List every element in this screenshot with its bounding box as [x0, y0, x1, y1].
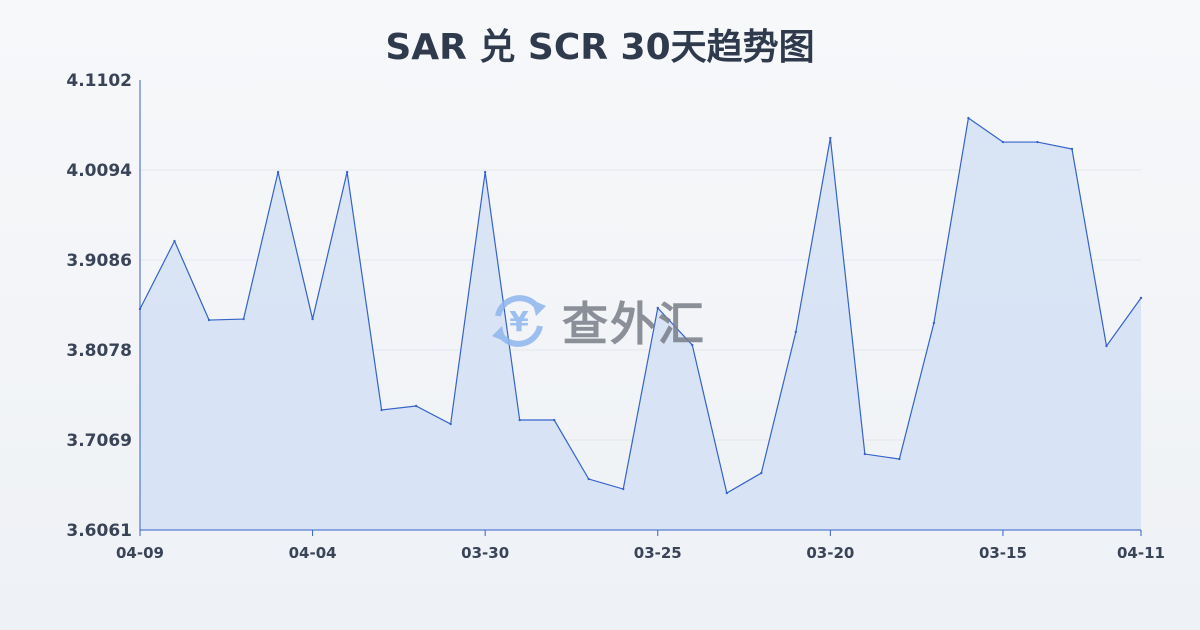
data-point — [967, 116, 970, 120]
data-point — [449, 422, 452, 426]
data-point — [380, 408, 383, 412]
data-point — [760, 471, 763, 475]
y-tick-label: 3.6061 — [66, 521, 132, 541]
chart-title: SAR 兑 SCR 30天趋势图 — [385, 27, 815, 68]
x-tick-label: 03-25 — [634, 544, 682, 562]
x-tick-label: 03-20 — [806, 544, 854, 562]
data-point — [1105, 344, 1108, 348]
data-point — [414, 404, 418, 408]
data-point — [691, 343, 694, 347]
data-point — [173, 239, 176, 243]
data-point — [1139, 296, 1143, 300]
yen-exchange-icon: ¥ — [492, 295, 546, 347]
y-tick-label: 3.7069 — [66, 431, 132, 451]
data-point — [932, 321, 936, 325]
y-tick-label: 3.8078 — [66, 341, 132, 361]
watermark: ¥ 查外汇 — [488, 288, 706, 354]
data-point — [1001, 140, 1005, 144]
watermark-text: 查外汇 — [562, 297, 706, 351]
data-point — [483, 170, 487, 174]
data-point — [1036, 140, 1039, 144]
data-point — [276, 170, 280, 174]
data-point — [518, 418, 521, 422]
data-point — [829, 136, 832, 140]
data-point — [863, 452, 867, 456]
x-tick-label: 04-11 — [1117, 544, 1165, 562]
y-tick-label: 4.1102 — [66, 71, 132, 91]
series-line — [139, 116, 1142, 494]
data-point — [553, 418, 556, 422]
data-point — [898, 457, 901, 461]
data-point — [242, 317, 245, 321]
data-point — [311, 317, 314, 321]
data-point — [345, 170, 349, 174]
x-tick-label: 03-15 — [979, 544, 1027, 562]
data-point — [622, 487, 625, 491]
x-tick-label: 03-30 — [461, 544, 509, 562]
y-tick-label: 3.9086 — [66, 251, 132, 271]
data-point — [1070, 147, 1074, 151]
x-tick-label: 04-04 — [289, 544, 337, 562]
data-point — [794, 330, 798, 334]
data-point — [656, 306, 659, 310]
data-point — [587, 477, 590, 481]
area-fill — [140, 118, 1141, 530]
svg-text:¥: ¥ — [509, 305, 529, 338]
data-point — [725, 491, 728, 495]
x-tick-label: 04-09 — [116, 544, 164, 562]
y-tick-label: 4.0094 — [66, 161, 132, 181]
data-point — [207, 318, 211, 322]
